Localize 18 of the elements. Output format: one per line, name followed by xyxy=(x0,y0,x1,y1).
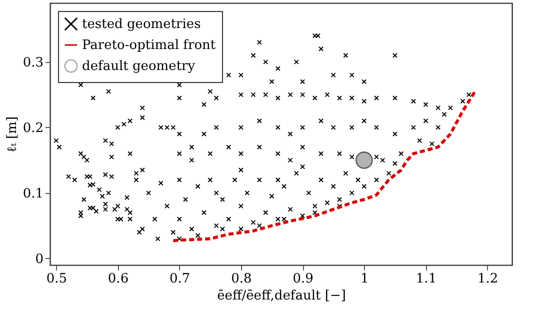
line-series xyxy=(172,90,477,242)
x-tick-label: 0.9 xyxy=(292,272,314,286)
y-tick-label: 0.2 xyxy=(22,120,44,136)
y-axis-title: ℓₜ [m] xyxy=(4,116,20,153)
y-tick-label: 0.1 xyxy=(22,186,44,202)
y-tick-label: 0 xyxy=(35,252,44,267)
legend-label: default geometry xyxy=(82,59,196,74)
x-tick-label: 0.5 xyxy=(46,272,68,286)
legend-label: Pareto-optimal front xyxy=(82,38,216,53)
x-tick-label: 0.7 xyxy=(170,272,190,286)
x-tick-label: 1.1 xyxy=(416,272,437,286)
x-tick-label: 1 xyxy=(360,272,369,286)
x-tick-label: 0.6 xyxy=(108,272,129,286)
x-axis-title: ēeff/ēeff,default [−] xyxy=(217,288,346,304)
y-tick-label: 0.3 xyxy=(22,55,44,70)
legend-label: tested geometries xyxy=(82,17,201,32)
x-tick-label: 1.2 xyxy=(478,272,498,286)
x-tick-label: 0.8 xyxy=(231,272,252,286)
